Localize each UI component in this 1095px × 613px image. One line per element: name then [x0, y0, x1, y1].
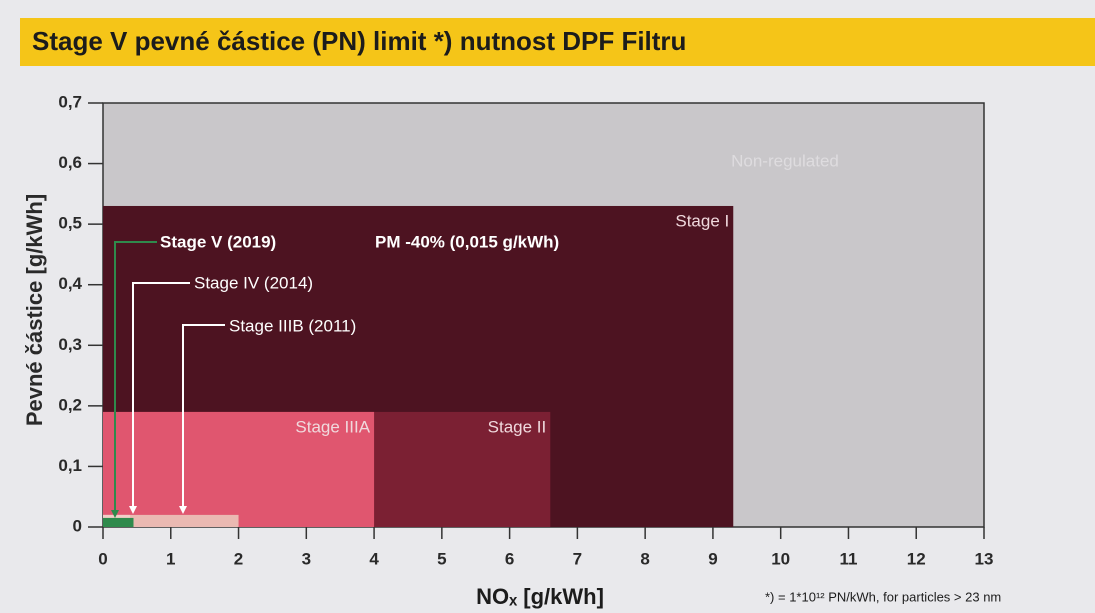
- x-tick-label: 6: [505, 549, 514, 568]
- callout-label: Stage IIIB (2011): [229, 316, 356, 335]
- x-axis-label: NOₓ [g/kWh]: [476, 584, 604, 609]
- x-tick-label: 8: [640, 549, 649, 568]
- y-tick-label: 0,6: [58, 153, 82, 172]
- y-tick-label: 0,2: [58, 395, 82, 414]
- limit-region: [103, 518, 133, 527]
- x-tick-label: 10: [771, 549, 790, 568]
- background-label: Non-regulated: [731, 151, 839, 170]
- y-axis-label: Pevné částice [g/kWh]: [22, 194, 47, 426]
- region-label: Stage I: [675, 211, 729, 230]
- x-tick-label: 13: [975, 549, 994, 568]
- x-tick-label: 4: [369, 549, 379, 568]
- region-label: Stage II: [488, 417, 547, 436]
- chart: Stage V pevné částice (PN) limit *) nutn…: [0, 0, 1095, 613]
- x-tick-label: 2: [234, 549, 243, 568]
- y-tick-label: 0,3: [58, 335, 82, 354]
- y-tick-label: 0,4: [58, 274, 82, 293]
- x-tick-label: 1: [166, 549, 175, 568]
- y-tick-label: 0,1: [58, 456, 82, 475]
- chart-title: Stage V pevné částice (PN) limit *) nutn…: [32, 26, 686, 56]
- x-tick-label: 0: [98, 549, 107, 568]
- regions: [103, 206, 733, 527]
- x-tick-label: 12: [907, 549, 926, 568]
- x-tick-label: 5: [437, 549, 446, 568]
- y-tick-label: 0: [73, 516, 82, 535]
- x-tick-label: 7: [573, 549, 582, 568]
- x-tick-label: 9: [708, 549, 717, 568]
- x-tick-label: 11: [839, 549, 857, 568]
- callout-label: Stage V (2019): [160, 232, 276, 251]
- y-tick-label: 0,5: [58, 214, 82, 233]
- region-label: Stage IIIA: [295, 417, 370, 436]
- page: {"chart_data": { "type": "region", "titl…: [0, 0, 1095, 613]
- annotation: PM -40% (0,015 g/kWh): [375, 232, 559, 251]
- footnote: *) = 1*10¹² PN/kWh, for particles > 23 n…: [765, 589, 1001, 604]
- callout-label: Stage IV (2014): [194, 273, 313, 292]
- y-tick-label: 0,7: [58, 92, 82, 111]
- x-tick-label: 3: [302, 549, 311, 568]
